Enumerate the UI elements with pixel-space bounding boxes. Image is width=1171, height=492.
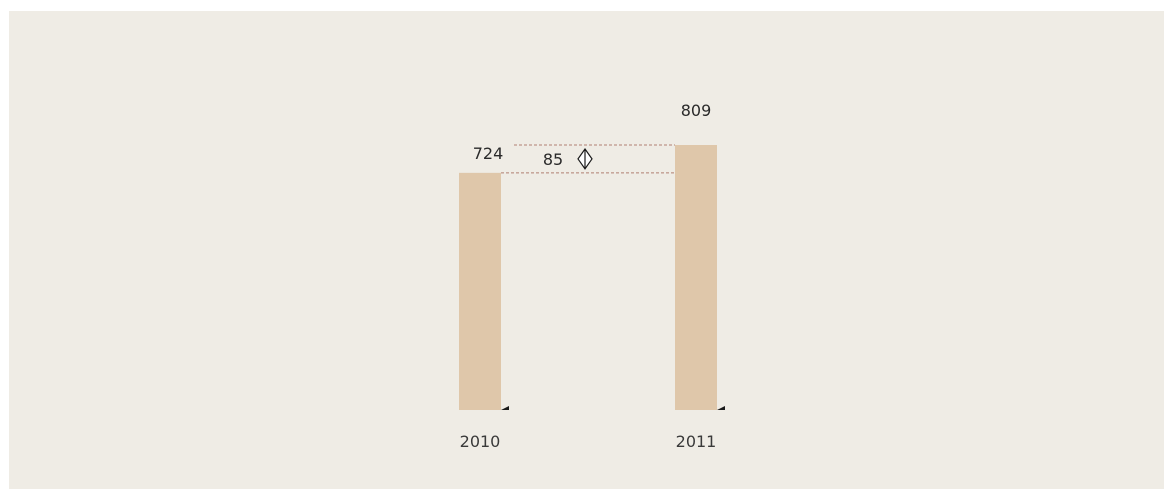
bars-group <box>459 145 725 410</box>
difference-label: 85 <box>543 150 563 169</box>
category-label-2011: 2011 <box>676 432 717 451</box>
category-label-2010: 2010 <box>460 432 501 451</box>
bar-2011 <box>675 145 717 410</box>
data-label-2010: 724 <box>473 144 504 163</box>
difference-guides <box>501 144 675 174</box>
data-label-2011: 809 <box>681 101 712 120</box>
chart-panel <box>9 11 1164 489</box>
bar-base-tick-2010 <box>501 406 509 410</box>
bar-2010 <box>459 172 501 410</box>
labels-group: 2010 2011 724 809 85 <box>460 101 717 451</box>
bar-base-tick-2011 <box>717 406 725 410</box>
